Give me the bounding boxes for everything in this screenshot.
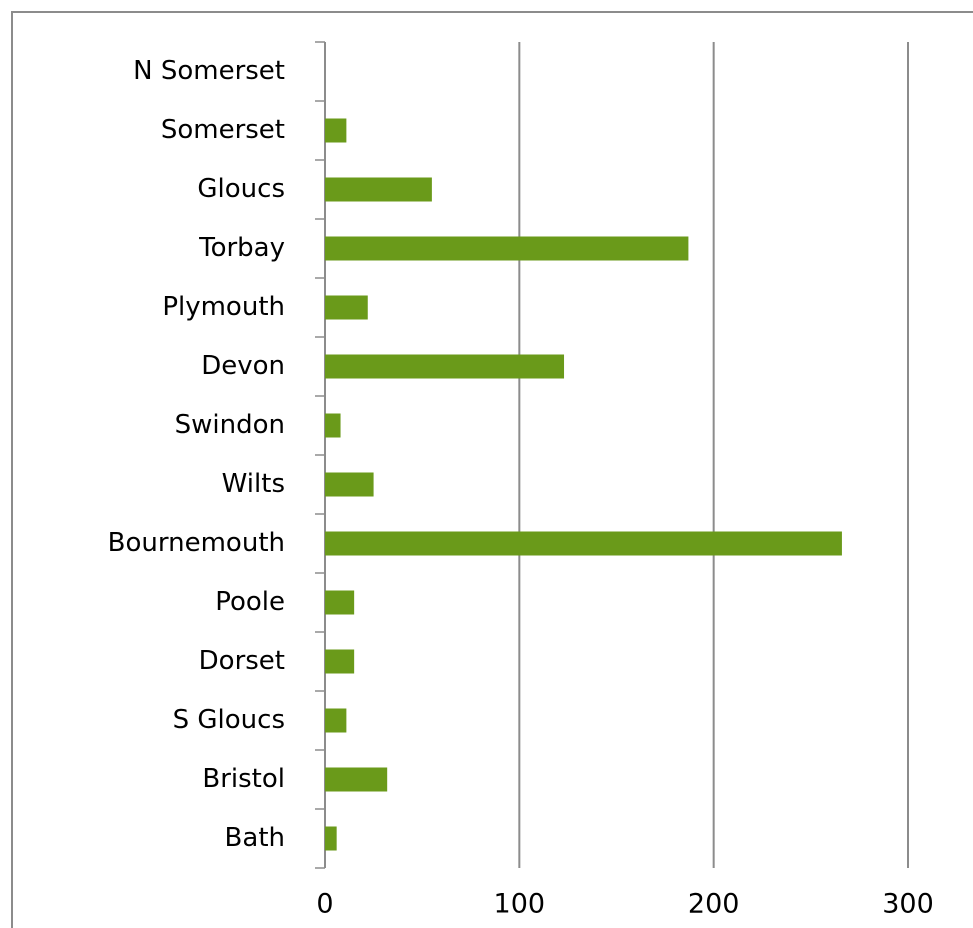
bar — [325, 295, 368, 320]
y-tick-label: Dorset — [199, 646, 285, 676]
y-tick-label: Swindon — [175, 410, 285, 440]
x-tick-label: 300 — [882, 889, 934, 920]
y-tick-label: Plymouth — [162, 292, 285, 322]
bar — [325, 177, 432, 202]
bar — [325, 472, 374, 497]
bar — [325, 767, 388, 792]
y-tick-label: Somerset — [161, 115, 285, 145]
y-tick-label: N Somerset — [133, 56, 285, 86]
bar — [325, 826, 337, 851]
bar — [325, 236, 689, 261]
y-tick-label: S Gloucs — [173, 705, 285, 735]
chart-frame — [11, 11, 973, 928]
x-tick-label: 100 — [494, 889, 546, 920]
y-tick-label: Poole — [215, 587, 285, 617]
x-tick-label: 0 — [316, 889, 333, 920]
bar — [325, 354, 565, 379]
y-tick-label: Bath — [225, 823, 285, 853]
bar — [325, 413, 341, 438]
y-tick-label: Bristol — [202, 764, 285, 794]
y-tick-label: Gloucs — [197, 174, 285, 204]
x-tick-label: 200 — [688, 889, 740, 920]
bar — [325, 708, 347, 733]
bar — [325, 118, 347, 143]
y-tick-label: Bournemouth — [108, 528, 285, 558]
y-tick-label: Torbay — [198, 233, 285, 263]
bar — [325, 590, 355, 615]
y-tick-label: Devon — [201, 351, 285, 381]
bar — [325, 649, 355, 674]
y-tick-label: Wilts — [222, 469, 285, 499]
bar — [325, 531, 842, 556]
